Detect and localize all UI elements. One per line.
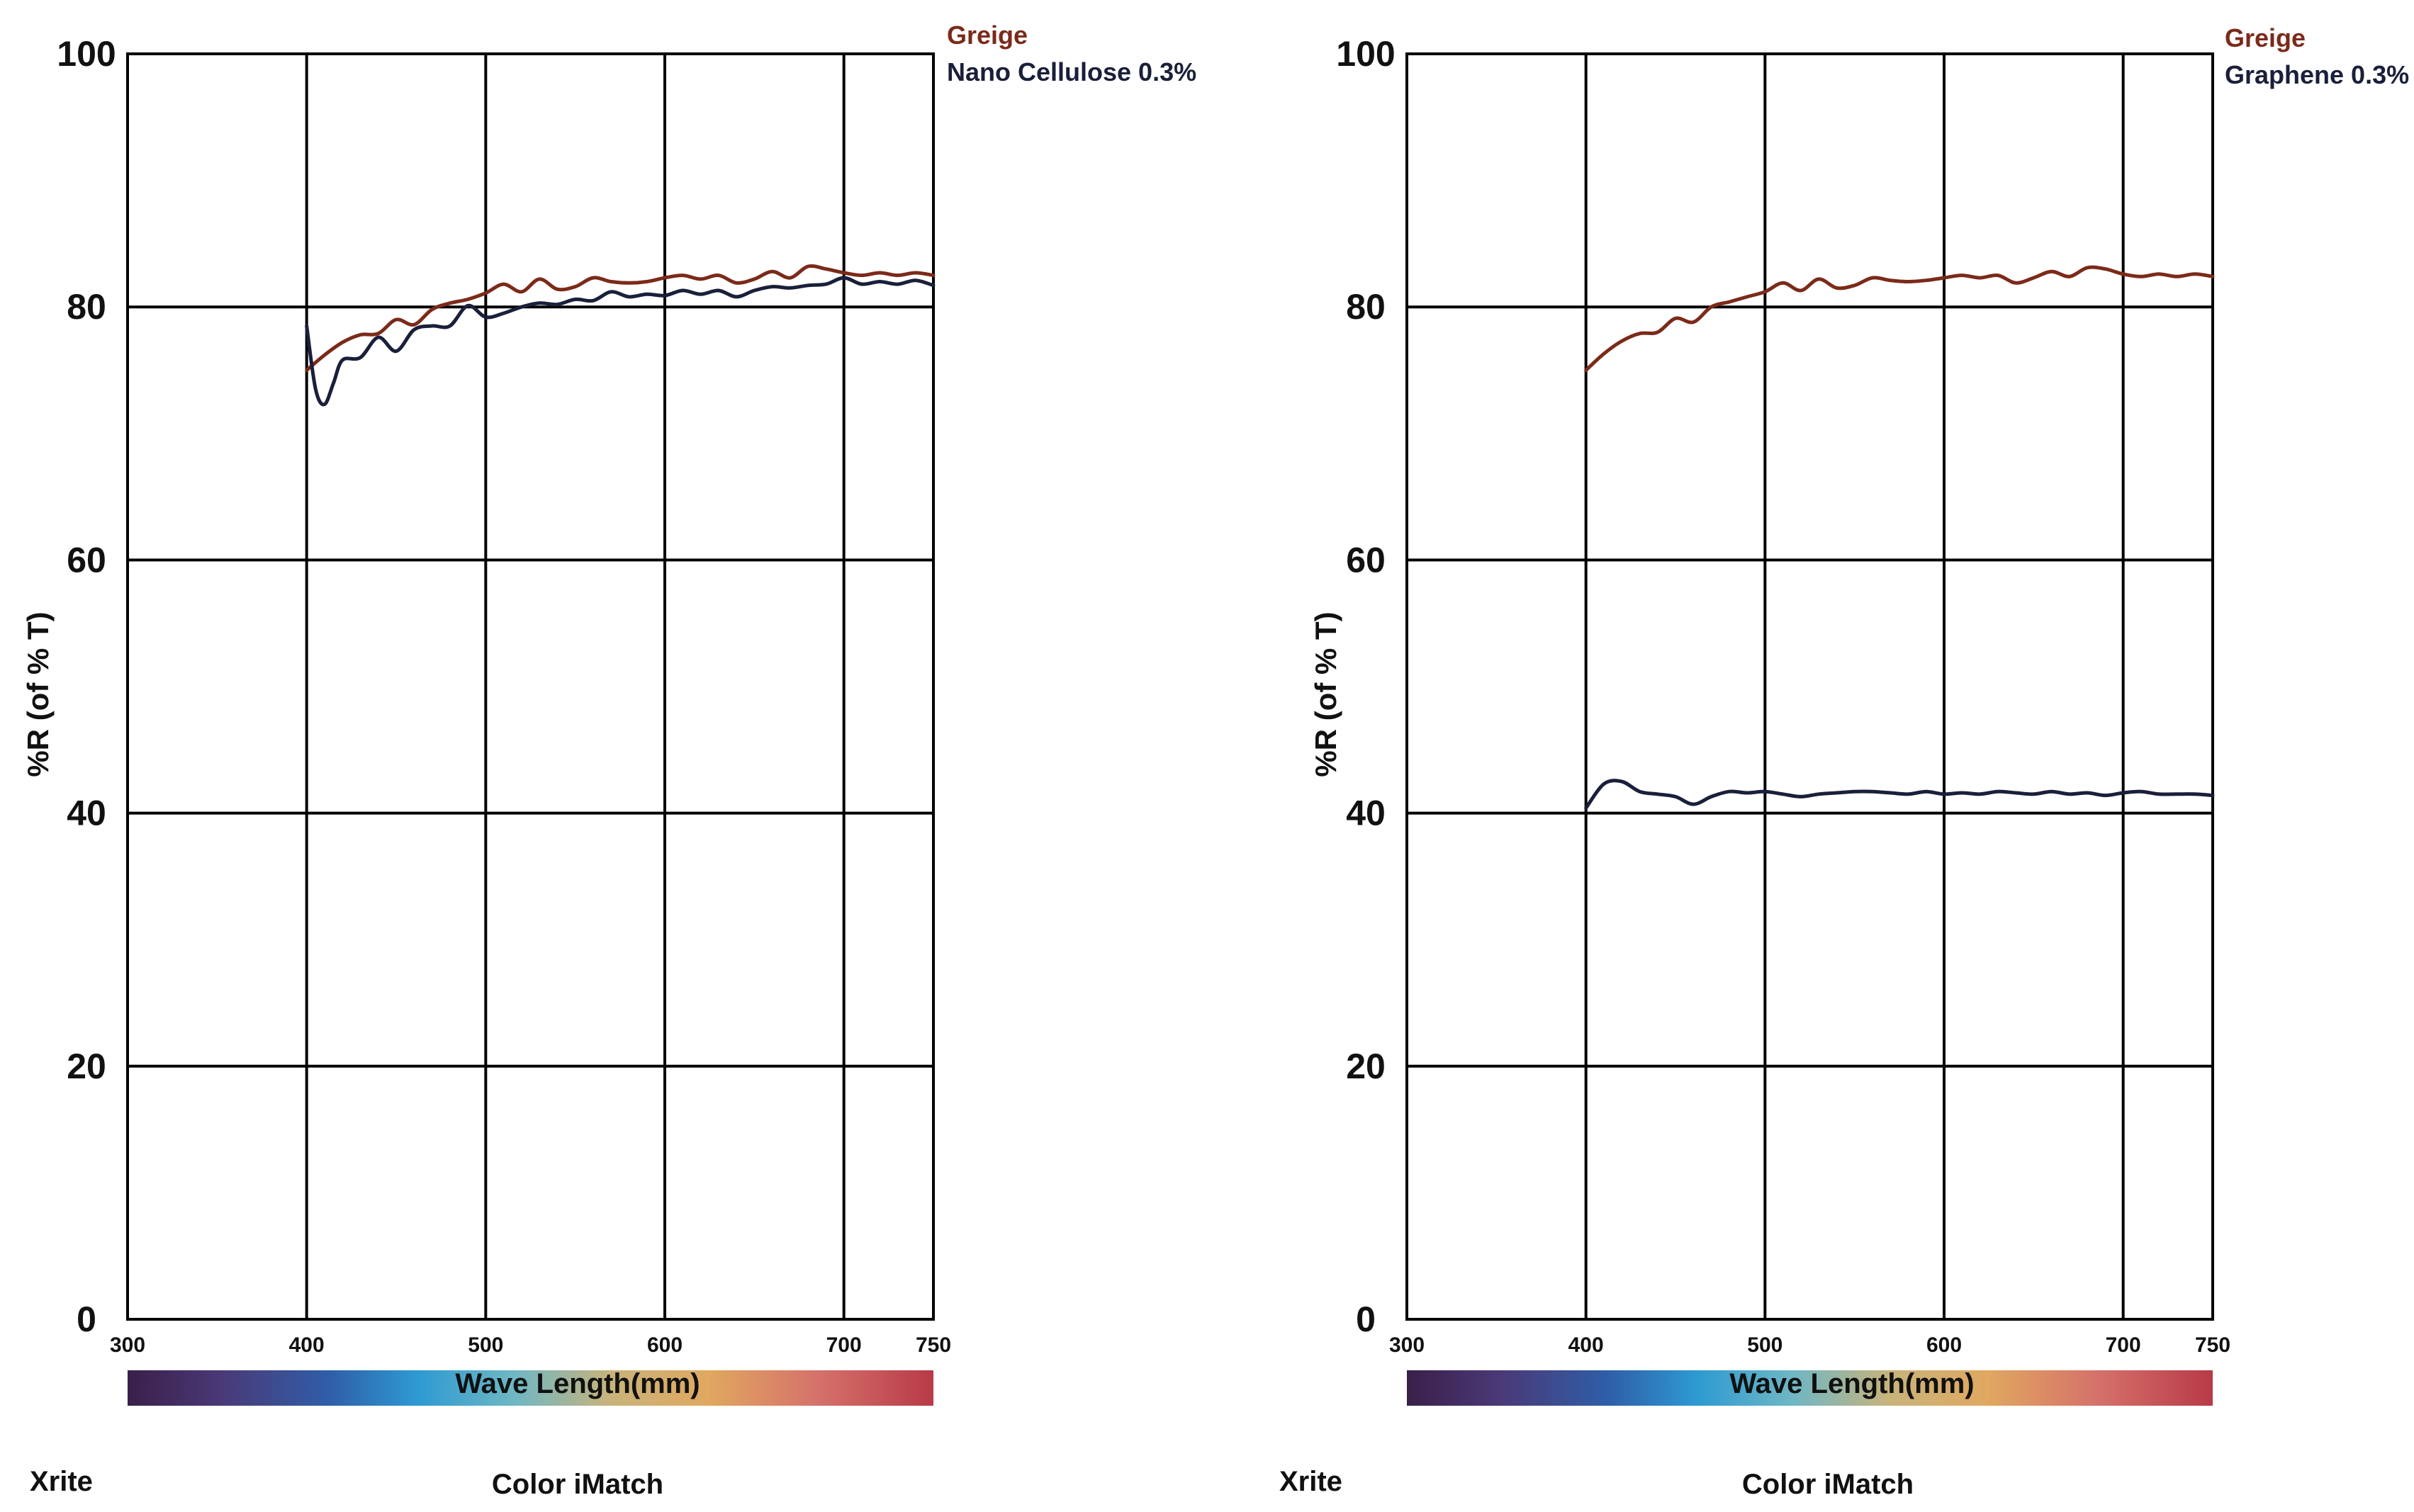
- x-axis-label: Wave Length(mm): [1729, 1368, 1974, 1399]
- y-tick-label: 60: [1346, 540, 1386, 580]
- legend-entry-nano-cellulose: Nano Cellulose 0.3%: [947, 57, 1196, 86]
- footer-title: Color iMatch: [1742, 1469, 1914, 1500]
- y-tick-label: 40: [1346, 794, 1386, 833]
- spectrum-bar: [128, 1370, 933, 1406]
- y-tick-label: 0: [77, 1299, 96, 1339]
- x-tick-label: 500: [468, 1333, 503, 1357]
- y-axis-label: %R (of % T): [1309, 611, 1342, 777]
- x-tick-label: 600: [647, 1333, 683, 1357]
- x-tick-label: 700: [2106, 1333, 2141, 1357]
- footer-title: Color iMatch: [492, 1469, 663, 1500]
- footer-brand: Xrite: [1279, 1466, 1342, 1497]
- y-tick-label: 60: [67, 540, 106, 580]
- x-tick-label: 750: [916, 1333, 951, 1357]
- x-axis-label: Wave Length(mm): [455, 1368, 700, 1399]
- x-tick-label: 300: [1389, 1333, 1425, 1357]
- y-tick-label: 20: [1346, 1046, 1386, 1086]
- plot-frame: [126, 52, 935, 1321]
- x-tick-label: 750: [2195, 1333, 2230, 1357]
- spectrum-bar: [1407, 1370, 2213, 1406]
- series-line-0: [1584, 265, 2215, 372]
- x-tick-label: 500: [1747, 1333, 1783, 1357]
- y-tick-label: 40: [67, 794, 106, 833]
- x-tick-label: 400: [1568, 1333, 1604, 1357]
- y-tick-label: 80: [1346, 287, 1386, 327]
- legend-entry-greige: Greige: [947, 21, 1028, 50]
- series-line-1: [305, 276, 936, 407]
- y-axis-label: %R (of % T): [21, 611, 55, 777]
- x-tick-label: 300: [110, 1333, 145, 1357]
- legend-entry-graphene: Graphene 0.3%: [2225, 60, 2409, 89]
- legend-entry-greige: Greige: [2225, 23, 2306, 52]
- series-line-0: [305, 264, 936, 372]
- y-tick-label: 20: [67, 1046, 106, 1086]
- y-tick-label: 80: [67, 287, 106, 327]
- x-tick-label: 700: [826, 1333, 862, 1357]
- chart-left: 0 20 40 60 80 100 300 400 500 600 700 750 %R (of % …: [21, 21, 1196, 1500]
- plot-frame: [1405, 52, 2214, 1321]
- y-tick-label: 100: [1336, 34, 1395, 74]
- x-tick-label: 400: [289, 1333, 325, 1357]
- y-tick-label: 0: [1356, 1299, 1376, 1339]
- series-line-1: [1584, 779, 2215, 810]
- y-tick-label: 100: [57, 34, 116, 74]
- x-tick-label: 600: [1926, 1333, 1962, 1357]
- chart-right: 0 20 40 60 80 100 300 400 500 600 700 750 %R (of % …: [1279, 23, 2409, 1500]
- footer-brand: Xrite: [30, 1466, 93, 1497]
